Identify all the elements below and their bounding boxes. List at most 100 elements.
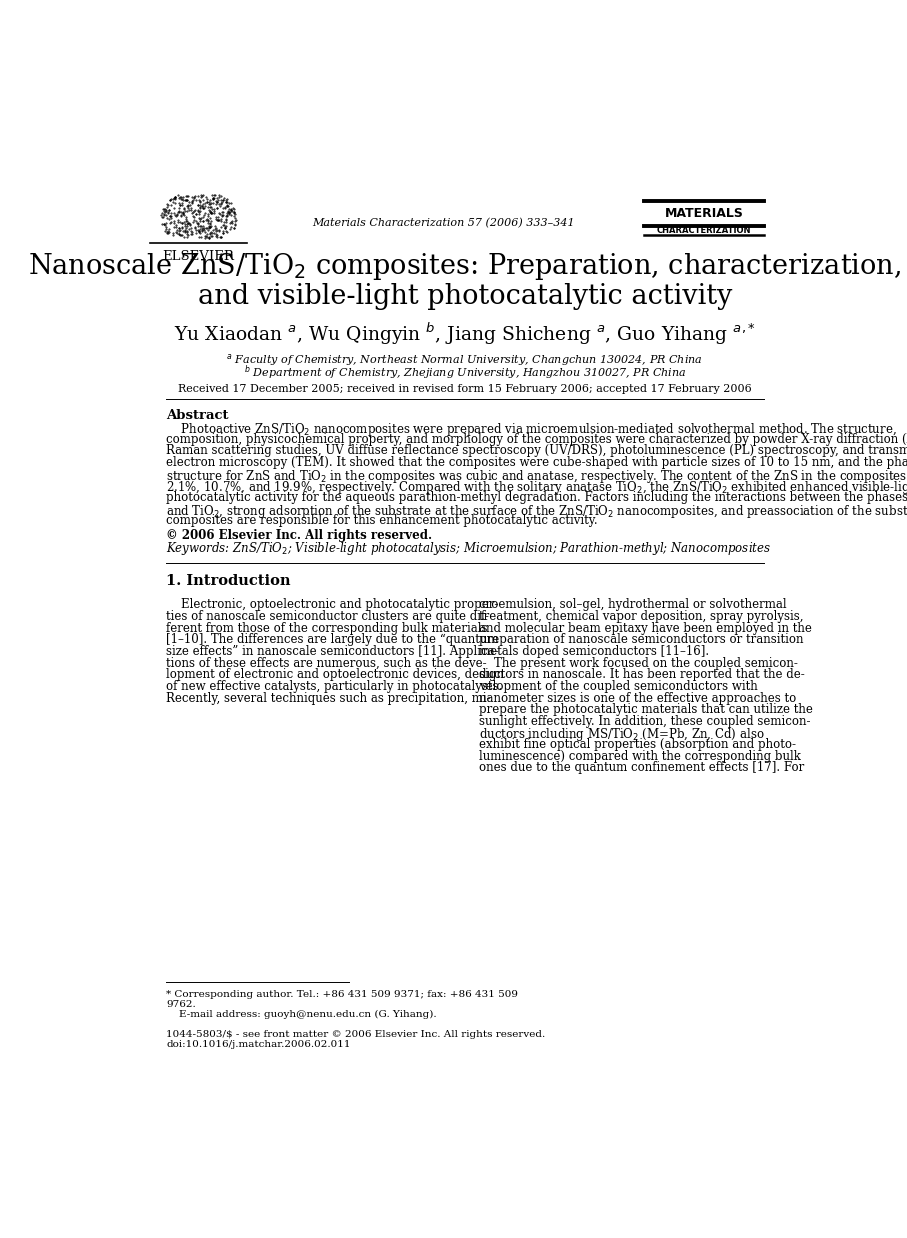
Point bbox=[204, 202, 219, 222]
Text: Keywords: ZnS/TiO$_2$; Visible-light photocatalysis; Microemulsion; Parathion-me: Keywords: ZnS/TiO$_2$; Visible-light pho… bbox=[166, 540, 771, 557]
Point bbox=[204, 203, 219, 223]
Text: Yu Xiaodan $^a$, Wu Qingyin $^b$, Jiang Shicheng $^a$, Guo Yihang $^{a,{*}}$: Yu Xiaodan $^a$, Wu Qingyin $^b$, Jiang … bbox=[174, 321, 756, 347]
Point bbox=[174, 202, 189, 222]
Point bbox=[159, 201, 173, 220]
Point bbox=[191, 189, 206, 209]
Point bbox=[203, 214, 218, 234]
Text: 9762.: 9762. bbox=[166, 1000, 196, 1009]
Point bbox=[207, 201, 221, 220]
Point bbox=[168, 187, 182, 207]
Point bbox=[175, 204, 190, 224]
Point bbox=[190, 214, 205, 234]
Point bbox=[215, 202, 229, 222]
Point bbox=[182, 201, 197, 220]
Point bbox=[167, 198, 181, 218]
Point bbox=[200, 189, 214, 209]
Point bbox=[228, 208, 242, 228]
Point bbox=[218, 219, 232, 239]
Point bbox=[218, 217, 232, 236]
Point bbox=[183, 198, 198, 218]
Point bbox=[228, 214, 242, 234]
Point bbox=[201, 212, 216, 232]
Point bbox=[172, 196, 187, 215]
Point bbox=[217, 188, 231, 208]
Point bbox=[158, 199, 172, 219]
Point bbox=[176, 220, 190, 240]
Text: lopment of electronic and optoelectronic devices, design: lopment of electronic and optoelectronic… bbox=[166, 669, 504, 681]
Point bbox=[181, 224, 196, 244]
Point bbox=[223, 219, 238, 239]
Point bbox=[189, 191, 203, 210]
Point bbox=[220, 196, 235, 215]
Text: exhibit fine optical properties (absorption and photo-: exhibit fine optical properties (absorpt… bbox=[479, 738, 796, 751]
Text: prepare the photocatalytic materials that can utilize the: prepare the photocatalytic materials tha… bbox=[479, 703, 813, 716]
Text: Photoactive ZnS/TiO$_2$ nanocomposites were prepared via microemulsion-mediated : Photoactive ZnS/TiO$_2$ nanocomposites w… bbox=[166, 421, 897, 438]
Point bbox=[219, 206, 234, 225]
Point bbox=[200, 218, 214, 238]
Point bbox=[163, 196, 178, 215]
Point bbox=[216, 220, 230, 240]
Text: doi:10.1016/j.matchar.2006.02.011: doi:10.1016/j.matchar.2006.02.011 bbox=[166, 1040, 351, 1050]
Point bbox=[180, 196, 194, 215]
Point bbox=[226, 218, 240, 238]
Point bbox=[177, 228, 191, 248]
Point bbox=[189, 220, 203, 240]
Point bbox=[166, 189, 180, 209]
Point bbox=[225, 201, 239, 220]
Point bbox=[192, 202, 207, 222]
Point bbox=[219, 189, 234, 209]
Point bbox=[203, 224, 218, 244]
Point bbox=[190, 201, 205, 220]
Point bbox=[171, 224, 186, 244]
Point bbox=[189, 204, 203, 224]
Point bbox=[161, 222, 176, 241]
Text: 1. Introduction: 1. Introduction bbox=[166, 573, 290, 588]
Point bbox=[214, 209, 229, 229]
Point bbox=[172, 194, 187, 214]
Point bbox=[224, 193, 239, 213]
Point bbox=[206, 220, 220, 240]
Point bbox=[164, 207, 179, 227]
Point bbox=[191, 204, 206, 224]
Point bbox=[164, 208, 179, 228]
Point bbox=[227, 206, 241, 225]
Point bbox=[200, 209, 215, 229]
Point bbox=[207, 188, 221, 208]
Point bbox=[212, 203, 227, 223]
Point bbox=[229, 210, 243, 230]
Point bbox=[211, 209, 226, 229]
Point bbox=[223, 202, 238, 222]
Point bbox=[224, 201, 239, 220]
Point bbox=[210, 198, 224, 218]
Point bbox=[209, 224, 223, 244]
Point bbox=[193, 191, 208, 210]
Point bbox=[199, 227, 213, 246]
Point bbox=[188, 218, 202, 238]
Point bbox=[190, 217, 205, 236]
Point bbox=[174, 189, 189, 209]
Point bbox=[162, 189, 177, 209]
Point bbox=[193, 197, 208, 217]
Point bbox=[214, 227, 229, 246]
Point bbox=[202, 227, 217, 246]
Text: and visible-light photocatalytic activity: and visible-light photocatalytic activit… bbox=[198, 282, 732, 310]
Point bbox=[157, 214, 171, 234]
Point bbox=[165, 223, 180, 243]
Point bbox=[218, 198, 232, 218]
Point bbox=[186, 202, 200, 222]
Point bbox=[221, 203, 236, 223]
Point bbox=[216, 202, 230, 222]
Point bbox=[168, 193, 182, 213]
Point bbox=[180, 224, 195, 244]
Text: electron microscopy (TEM). It showed that the composites were cube-shaped with p: electron microscopy (TEM). It showed tha… bbox=[166, 456, 907, 469]
Point bbox=[180, 214, 194, 234]
Point bbox=[172, 220, 187, 240]
Point bbox=[224, 204, 239, 224]
Point bbox=[200, 227, 214, 246]
Point bbox=[184, 187, 199, 207]
Point bbox=[170, 220, 184, 240]
Text: treatment, chemical vapor deposition, spray pyrolysis,: treatment, chemical vapor deposition, sp… bbox=[479, 610, 804, 623]
Text: ties of nanoscale semiconductor clusters are quite dif-: ties of nanoscale semiconductor clusters… bbox=[166, 610, 489, 623]
Point bbox=[194, 227, 209, 246]
Point bbox=[159, 218, 173, 238]
